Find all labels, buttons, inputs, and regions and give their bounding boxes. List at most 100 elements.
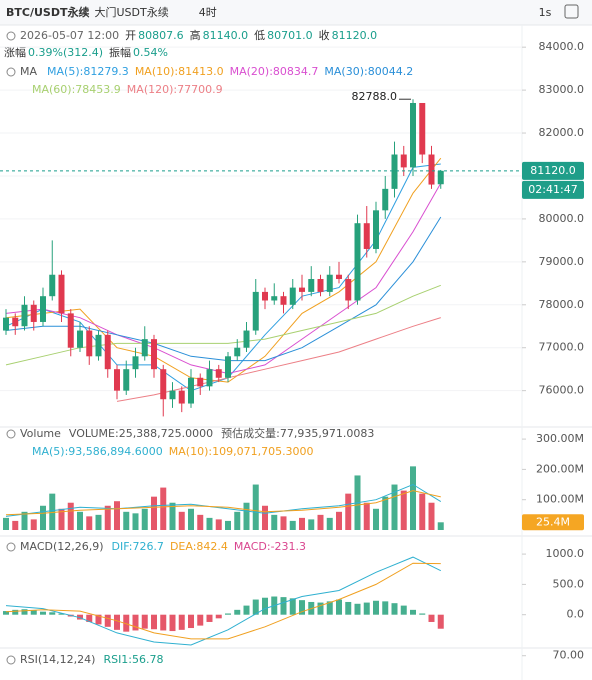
volume-bar (225, 520, 231, 530)
candle-body (58, 274, 65, 314)
field-value: 80807.6 (138, 29, 184, 42)
candle-body (391, 154, 398, 189)
macd-bar (49, 612, 56, 615)
candle-body (326, 274, 333, 292)
candle-body (317, 279, 324, 292)
y-tick-label: 200.00M (536, 462, 584, 475)
candle-body (225, 356, 231, 378)
field-label: 涨幅 (4, 46, 26, 59)
volume-bar (234, 511, 241, 530)
countdown: 02:41:47 (528, 183, 577, 196)
volume-bar (262, 505, 268, 530)
legend-entry: DIF:726.7 (112, 540, 164, 553)
candle-body (410, 102, 416, 168)
legend-entry: DEA:842.4 (170, 540, 228, 553)
macd-bar (197, 614, 204, 626)
y-tick-label: 1000.0 (546, 547, 585, 560)
candle-body (30, 304, 37, 322)
y-tick-label: 300.00M (536, 432, 584, 445)
macd-bar (3, 611, 9, 615)
y-tick-label: 83000.0 (539, 83, 585, 96)
volume-bar (299, 517, 305, 530)
field-value: 80701.0 (267, 29, 313, 42)
volume-bar (77, 511, 83, 530)
candle-body (197, 377, 204, 387)
eye-icon (6, 542, 16, 552)
window-icon[interactable] (564, 4, 579, 19)
macd-bar (206, 614, 213, 622)
macd-bar (262, 597, 268, 615)
macd-bar (363, 602, 370, 615)
field-label: 高 (190, 28, 201, 42)
volume-bar (132, 513, 139, 530)
volume-bar (428, 502, 435, 530)
candle-body (151, 339, 157, 370)
symbol[interactable]: BTC/USDT永续 (6, 5, 89, 19)
macd-bar (289, 598, 296, 615)
macd-bar (30, 610, 37, 615)
legend-entry: MA(5):81279.3 (47, 65, 129, 78)
field-value: 0.54% (133, 46, 168, 59)
legend-entry: RSI1:56.78 (103, 653, 163, 666)
candle-time: 2026-05-07 12:00 (20, 29, 119, 42)
legend-entry: MA(5):93,586,894.6000 (32, 445, 163, 458)
estimate-text: 预估成交量:77,935,971.0083 (221, 426, 374, 440)
refresh-rate[interactable]: 1s (539, 6, 552, 19)
candle-body (299, 287, 305, 292)
macd-bar (419, 613, 426, 615)
candle-body (308, 279, 315, 292)
macd-bar (326, 601, 333, 615)
macd-bar (428, 614, 435, 622)
volume-bar (280, 516, 287, 530)
volume-bar (243, 502, 250, 530)
y-tick-label: 80000.0 (539, 212, 585, 225)
field-value: 81140.0 (203, 29, 249, 42)
last-price-tag (522, 161, 584, 180)
y-tick-label: 70.00 (553, 649, 585, 662)
y-tick-label: 500.0 (553, 577, 585, 590)
candle-body (400, 154, 407, 168)
candle-body (363, 223, 370, 249)
eye-icon (6, 67, 16, 77)
volume-tag (522, 514, 584, 531)
y-tick-label: 82000.0 (539, 126, 585, 139)
candle-body (40, 296, 46, 322)
volume-bar (308, 519, 315, 530)
candle-body (354, 223, 361, 301)
indicator-title: Volume (20, 427, 61, 440)
candle-body (114, 369, 120, 391)
macd-bar (354, 603, 361, 615)
interval[interactable]: 4时 (199, 6, 217, 19)
volume-bar (336, 511, 342, 530)
macd-bar (188, 614, 194, 629)
macd-bar (141, 614, 148, 629)
macd-bar (132, 614, 139, 631)
candle-body (280, 296, 287, 305)
candle-body (77, 330, 83, 348)
volume-bar (391, 484, 398, 530)
max-label: 82788.0 (352, 90, 398, 103)
field-label: 收 (319, 28, 330, 42)
volume-bar (86, 516, 93, 530)
y-tick-label: 100.00M (536, 493, 584, 506)
volume-bar (252, 484, 259, 530)
volume-bar (317, 514, 324, 530)
indicator-title: RSI(14,12,24) (20, 653, 95, 666)
candle-body (141, 339, 148, 357)
macd-bar (123, 614, 130, 632)
legend-entry: MA(30):80044.2 (324, 65, 413, 78)
candle-body (289, 287, 296, 305)
volume-bar (363, 502, 370, 530)
macd-bar (252, 599, 259, 615)
candle-body (336, 274, 342, 280)
candle-body (21, 304, 28, 327)
macd-bar (160, 614, 167, 631)
macd-bar (243, 605, 250, 615)
macd-bar (77, 614, 83, 620)
macd-bar (104, 614, 111, 627)
volume-bar (419, 493, 426, 530)
macd-bar (21, 609, 28, 615)
y-tick-label: 79000.0 (539, 255, 585, 268)
eye-icon (6, 655, 16, 665)
